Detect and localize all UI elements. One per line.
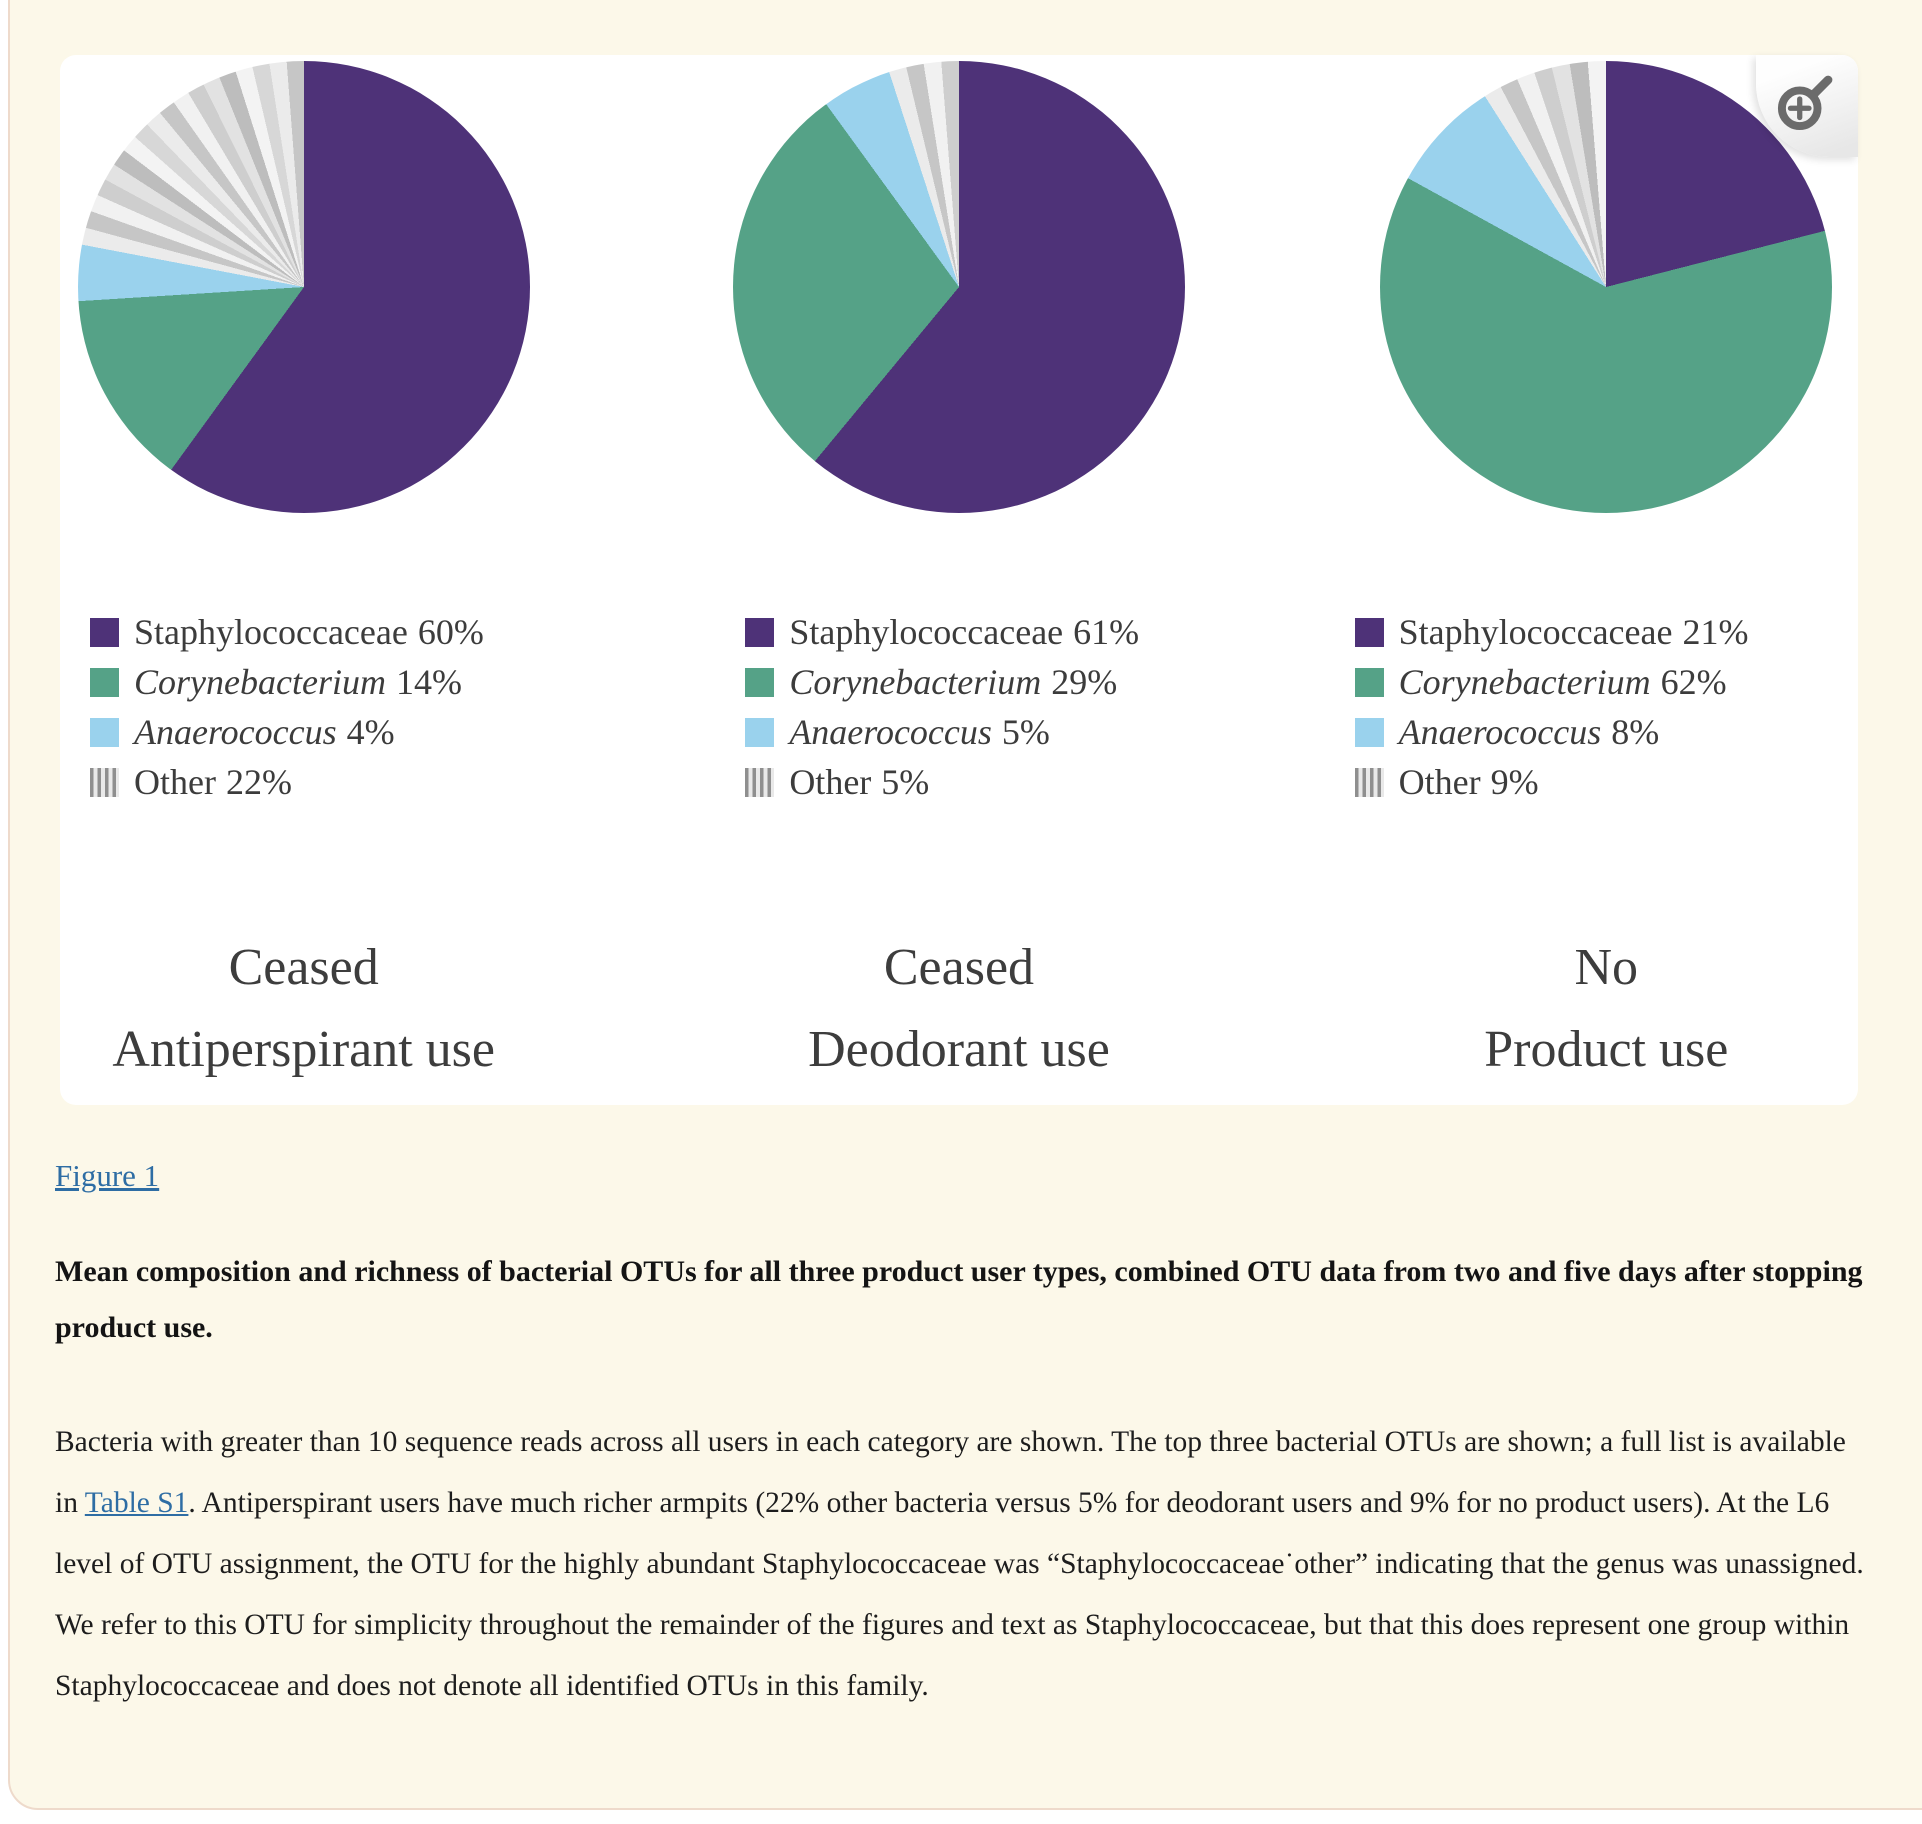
legend-value: 22% <box>225 762 292 802</box>
legend-value: 9% <box>1490 762 1539 802</box>
pie-column-ceased-antiperspirant: Staphylococcaceae 60% Corynebacterium 14… <box>60 55 659 1105</box>
pie-column-ceased-deodorant: Staphylococcaceae 61% Corynebacterium 29… <box>659 55 1258 1105</box>
table-s1-link[interactable]: Table S1 <box>84 1487 189 1519</box>
legend-label: Corynebacterium <box>1398 662 1651 702</box>
legend-label: Anaerococcus <box>1398 712 1602 752</box>
caption-body-text: . Antiperspirant users have much richer … <box>55 1487 1864 1702</box>
legend-swatch-staphylococcaceae <box>745 617 775 647</box>
legend-item: Anaerococcus 5% <box>745 707 1139 757</box>
figure-caption-body: Bacteria with greater than 10 sequence r… <box>55 1412 1876 1717</box>
pie-caption-line: Antiperspirant use <box>112 1021 495 1078</box>
legend-swatch-other <box>745 767 775 797</box>
legend-value: 61% <box>1073 612 1140 652</box>
pie-caption-line: Deodorant use <box>808 1021 1110 1078</box>
legend-swatch-other <box>90 767 119 797</box>
legend-value: 5% <box>881 762 930 802</box>
pie-caption-no-product: No Product use <box>1484 927 1728 1091</box>
legend-ceased-deodorant: Staphylococcaceae 61% Corynebacterium 29… <box>745 607 1139 807</box>
figure-1-link[interactable]: Figure 1 <box>55 1158 160 1193</box>
legend-item: Corynebacterium 29% <box>745 657 1139 707</box>
legend-item: Anaerococcus 8% <box>1354 707 1749 757</box>
figure-panel: Staphylococcaceae 60% Corynebacterium 14… <box>60 55 1858 1105</box>
pie-caption-ceased-deodorant: Ceased Deodorant use <box>808 927 1110 1091</box>
pie-no-product <box>1380 61 1833 513</box>
legend-value: 29% <box>1051 662 1118 702</box>
pie-column-no-product: Staphylococcaceae 21% Corynebacterium 62… <box>1259 55 1858 1105</box>
legend-swatch-staphylococcaceae <box>90 617 119 647</box>
legend-swatch-other <box>1354 767 1384 797</box>
legend-swatch-anaerococcus <box>745 717 775 747</box>
legend-swatch-anaerococcus <box>1354 717 1384 747</box>
magnifier-zoom-in-icon <box>1777 75 1833 131</box>
legend-label: Staphylococcaceae <box>134 612 408 652</box>
legend-value: 5% <box>1001 712 1050 752</box>
pie-ceased-deodorant <box>732 61 1185 513</box>
legend-label: Anaerococcus <box>134 712 337 752</box>
legend-swatch-corynebacterium <box>745 667 775 697</box>
figure-caption-title: Mean composition and richness of bacteri… <box>55 1255 1863 1344</box>
legend-value: 62% <box>1660 662 1727 702</box>
legend-item: Other 9% <box>1354 757 1749 807</box>
legend-label: Staphylococcaceae <box>789 612 1064 652</box>
legend-item: Staphylococcaceae 21% <box>1354 607 1749 657</box>
legend-label: Corynebacterium <box>789 662 1042 702</box>
legend-label: Other <box>789 762 872 802</box>
legend-swatch-anaerococcus <box>90 717 119 747</box>
figure-caption-block: Figure 1 Mean composition and richness o… <box>55 1158 1876 1717</box>
pie-caption-line: No <box>1574 939 1639 996</box>
legend-label: Staphylococcaceae <box>1398 612 1673 652</box>
pie-ceased-antiperspirant <box>77 61 530 513</box>
legend-label: Corynebacterium <box>134 662 386 702</box>
figure-card: Staphylococcaceae 60% Corynebacterium 14… <box>8 0 1922 1810</box>
legend-value: 4% <box>346 712 395 752</box>
legend-item: Staphylococcaceae 61% <box>745 607 1139 657</box>
legend-item: Anaerococcus 4% <box>90 707 484 757</box>
pie-caption-line: Ceased <box>228 939 379 996</box>
legend-swatch-staphylococcaceae <box>1354 617 1384 647</box>
legend-item: Other 5% <box>745 757 1139 807</box>
legend-label: Other <box>134 762 216 802</box>
legend-ceased-antiperspirant: Staphylococcaceae 60% Corynebacterium 14… <box>90 607 484 807</box>
legend-item: Corynebacterium 14% <box>90 657 484 707</box>
legend-value: 8% <box>1611 712 1660 752</box>
pie-caption-line: Ceased <box>883 939 1035 996</box>
legend-label: Anaerococcus <box>789 712 992 752</box>
legend-item: Corynebacterium 62% <box>1354 657 1749 707</box>
legend-swatch-corynebacterium <box>90 667 119 697</box>
caption-body-text: Bacteria with greater than 10 sequence r… <box>55 1426 1846 1519</box>
legend-no-product: Staphylococcaceae 21% Corynebacterium 62… <box>1354 607 1749 807</box>
legend-item: Other 22% <box>90 757 484 807</box>
legend-item: Staphylococcaceae 60% <box>90 607 484 657</box>
pie-caption-line: Product use <box>1484 1021 1729 1078</box>
legend-swatch-corynebacterium <box>1354 667 1384 697</box>
pie-caption-ceased-antiperspirant: Ceased Antiperspirant use <box>112 927 495 1091</box>
legend-value: 60% <box>417 612 484 652</box>
legend-value: 21% <box>1682 612 1749 652</box>
legend-value: 14% <box>395 662 462 702</box>
legend-label: Other <box>1398 762 1481 802</box>
